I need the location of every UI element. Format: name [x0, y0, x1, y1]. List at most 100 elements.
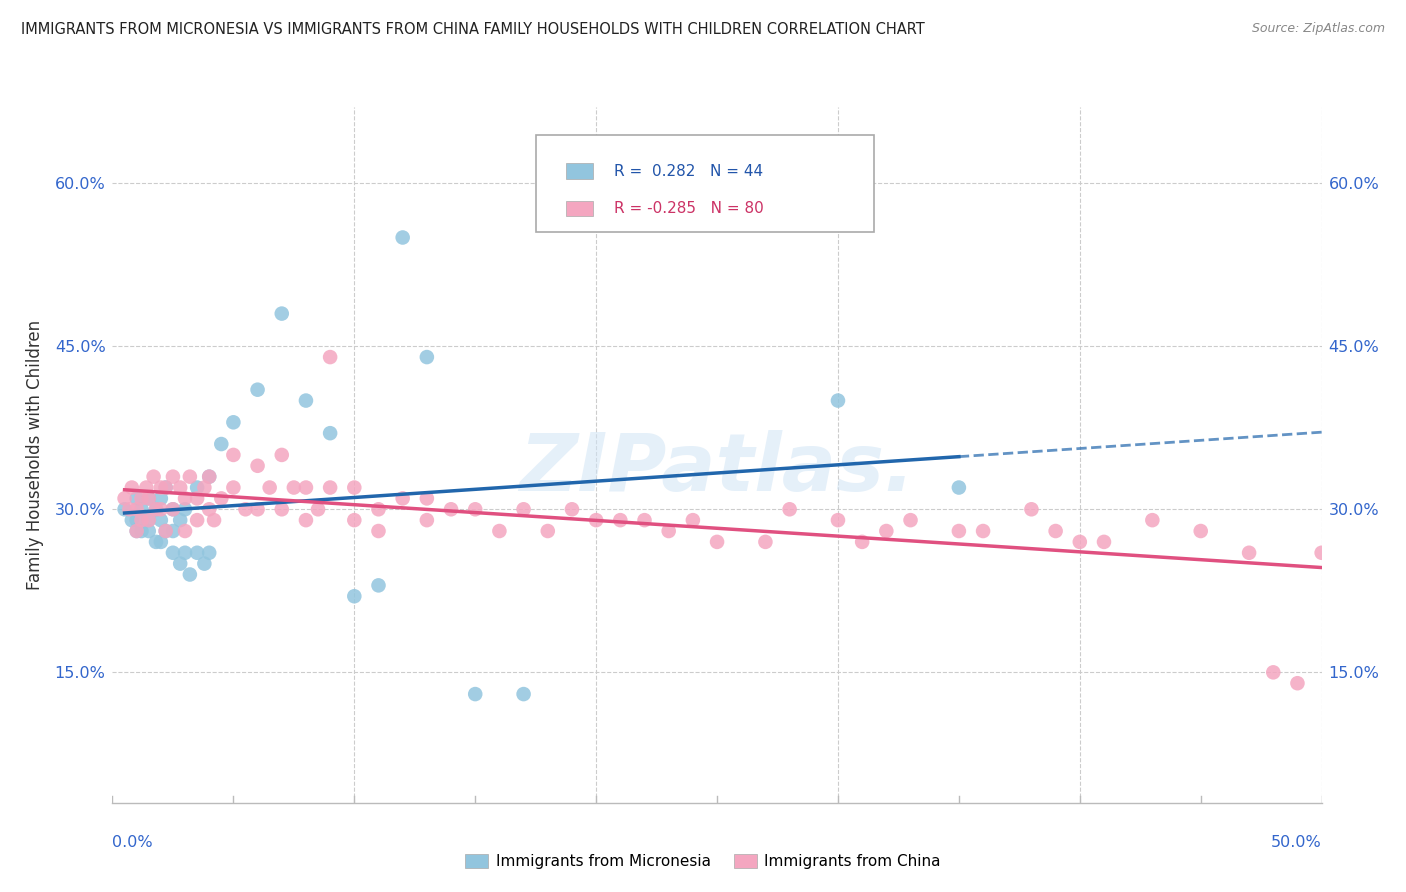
- Point: [149, 502, 172, 516]
- Point: [1069, 534, 1091, 549]
- Point: [416, 491, 439, 506]
- Point: [142, 469, 165, 483]
- FancyBboxPatch shape: [536, 135, 875, 232]
- Point: [319, 350, 342, 364]
- Point: [343, 589, 366, 603]
- Point: [1286, 676, 1309, 690]
- Text: 50.0%: 50.0%: [1271, 836, 1322, 850]
- Point: [235, 502, 257, 516]
- Point: [585, 513, 607, 527]
- Point: [121, 513, 143, 527]
- Point: [367, 578, 389, 592]
- Point: [169, 557, 191, 571]
- Point: [193, 481, 215, 495]
- Point: [270, 502, 292, 516]
- Point: [114, 491, 136, 506]
- Point: [779, 502, 801, 516]
- Text: ZIPatlas.: ZIPatlas.: [519, 430, 915, 508]
- Point: [169, 513, 191, 527]
- Point: [658, 524, 681, 538]
- Point: [138, 491, 160, 506]
- Point: [145, 534, 167, 549]
- Point: [135, 481, 157, 495]
- Point: [131, 524, 153, 538]
- Text: 0.0%: 0.0%: [112, 836, 153, 850]
- Point: [174, 491, 197, 506]
- Legend: Immigrants from Micronesia, Immigrants from China: Immigrants from Micronesia, Immigrants f…: [460, 848, 946, 875]
- Point: [193, 557, 215, 571]
- Point: [222, 481, 245, 495]
- Point: [169, 481, 191, 495]
- Point: [1263, 665, 1285, 680]
- Point: [149, 491, 172, 506]
- Point: [162, 469, 184, 483]
- Point: [125, 524, 148, 538]
- Point: [179, 469, 201, 483]
- Point: [295, 481, 318, 495]
- Point: [682, 513, 704, 527]
- Point: [416, 513, 439, 527]
- Point: [343, 513, 366, 527]
- Point: [537, 524, 560, 538]
- Point: [202, 513, 225, 527]
- Point: [464, 687, 486, 701]
- Point: [174, 502, 197, 516]
- Point: [948, 481, 970, 495]
- Point: [512, 687, 534, 701]
- Point: [246, 458, 269, 473]
- Point: [125, 502, 148, 516]
- Point: [125, 524, 148, 538]
- Point: [186, 491, 208, 506]
- Point: [440, 502, 463, 516]
- Point: [149, 534, 172, 549]
- Bar: [565, 201, 592, 216]
- Text: R =  0.282   N = 44: R = 0.282 N = 44: [614, 163, 763, 178]
- Point: [131, 513, 153, 527]
- Point: [488, 524, 510, 538]
- Y-axis label: Family Households with Children: Family Households with Children: [25, 320, 44, 590]
- Point: [125, 513, 148, 527]
- Point: [875, 524, 897, 538]
- Point: [155, 481, 177, 495]
- Point: [149, 481, 172, 495]
- Point: [118, 502, 141, 516]
- Point: [827, 393, 849, 408]
- Point: [209, 437, 232, 451]
- Point: [391, 491, 413, 506]
- Point: [145, 502, 167, 516]
- Point: [270, 448, 292, 462]
- Point: [512, 502, 534, 516]
- Point: [754, 534, 776, 549]
- Point: [138, 491, 160, 506]
- Point: [162, 502, 184, 516]
- Point: [464, 502, 486, 516]
- Point: [561, 502, 583, 516]
- Point: [121, 481, 143, 495]
- Point: [1142, 513, 1164, 527]
- Point: [367, 524, 389, 538]
- Point: [1237, 546, 1260, 560]
- Point: [851, 534, 873, 549]
- Point: [174, 546, 197, 560]
- Point: [222, 448, 245, 462]
- Point: [1021, 502, 1043, 516]
- Point: [138, 513, 160, 527]
- Text: R = -0.285   N = 80: R = -0.285 N = 80: [614, 201, 763, 216]
- Point: [131, 502, 153, 516]
- Point: [114, 502, 136, 516]
- Point: [186, 513, 208, 527]
- Point: [209, 491, 232, 506]
- Point: [283, 481, 305, 495]
- Point: [259, 481, 281, 495]
- Point: [198, 469, 221, 483]
- Point: [609, 513, 631, 527]
- Point: [155, 524, 177, 538]
- Point: [1092, 534, 1115, 549]
- Point: [1310, 546, 1333, 560]
- Point: [174, 524, 197, 538]
- Point: [900, 513, 922, 527]
- Point: [1045, 524, 1067, 538]
- Bar: [565, 163, 592, 178]
- Point: [343, 481, 366, 495]
- Point: [319, 426, 342, 441]
